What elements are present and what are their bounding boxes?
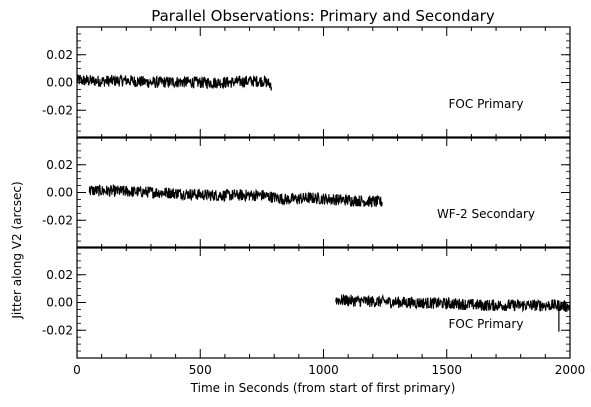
panel-3: 0.02 0.00 -0.02 FOC Primary (42, 246, 571, 359)
chart-title: Parallel Observations: Primary and Secon… (151, 7, 495, 25)
y-tick-label: 0.02 (46, 48, 73, 62)
x-tick-label: 1000 (308, 363, 339, 377)
y-axis-label: Jitter along V2 (arcsec) (10, 181, 24, 319)
jitter-series-2 (88, 184, 383, 208)
panel-annotation: FOC Primary (449, 317, 524, 331)
y-tick-label: 0.00 (46, 186, 73, 200)
y-tick-label: 0.00 (46, 296, 73, 310)
x-tick-label: 0 (73, 363, 81, 377)
panel-annotation: WF-2 Secondary (437, 207, 535, 221)
jitter-series-1 (76, 74, 273, 91)
y-tick-label: 0.00 (46, 76, 73, 90)
y-tick-label: -0.02 (42, 213, 73, 227)
panel-1: 0.02 0.00 -0.02 FOC Primary (42, 26, 571, 139)
y-tick-label: 0.02 (46, 268, 73, 282)
panel-2: 0.02 0.00 -0.02 WF-2 Secondary (42, 136, 571, 249)
x-tick-label: 500 (189, 363, 212, 377)
y-tick-label: -0.02 (42, 103, 73, 117)
jitter-series-3 (335, 293, 571, 313)
x-tick-label: 2000 (555, 363, 586, 377)
x-tick-label: 1500 (431, 363, 462, 377)
y-tick-label: 0.02 (46, 158, 73, 172)
panel-frame (76, 246, 571, 359)
y-tick-label: -0.02 (42, 323, 73, 337)
panel-frame (76, 136, 571, 249)
x-axis-label: Time in Seconds (from start of first pri… (190, 381, 456, 395)
panel-annotation: FOC Primary (449, 97, 524, 111)
